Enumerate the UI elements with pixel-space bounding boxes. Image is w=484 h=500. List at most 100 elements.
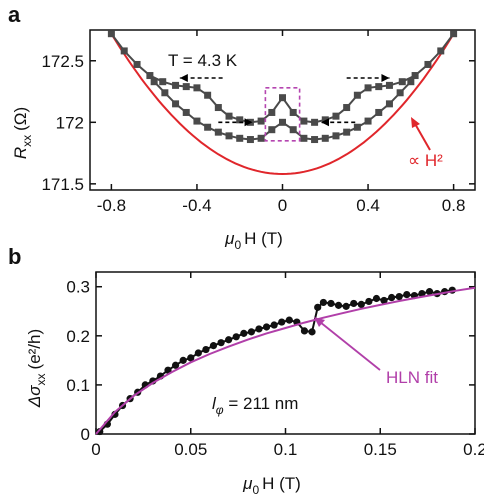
data-point [279,118,286,126]
data-point [262,323,271,331]
highlight-box [264,87,301,142]
panel-b-xlabel: μ0 H (T) [242,474,301,497]
data-point [364,117,372,125]
data-point [96,427,104,436]
x-tick-label: 0.15 [364,440,397,459]
panel-a-ylabel: Rxx (Ω) [11,107,34,159]
data-point [300,327,309,335]
svg-text:Δσxx(e²/h): Δσxx(e²/h) [25,329,48,408]
data-point [172,100,180,108]
data-point [289,108,297,116]
data-point [204,91,212,99]
data-point [278,318,286,326]
data-point [193,84,201,92]
data-point [343,104,351,112]
data-point [214,128,222,136]
sweep-arrow-head [321,118,329,127]
data-point [225,112,233,120]
data-point [353,91,361,99]
y-tick-label: 0 [81,425,90,444]
data-point [247,328,255,336]
data-point [425,288,434,296]
data-line-1 [110,33,455,124]
x-tick-label: 0.05 [174,440,207,459]
data-point [179,356,187,364]
sweep-arrow-head [244,118,253,127]
data-point [418,290,426,298]
temperature-label: T = 4.3 K [168,51,238,70]
hln-fit-curve [95,286,476,435]
phase-coherence-label: lφ = 211 nm [212,394,298,417]
data-point [375,83,383,91]
data-point [209,342,218,350]
panel-a-plot: -0.8 -0.4 0 0.4 0.8 171.5 172 172.5 [41,29,476,215]
data-point [240,329,248,337]
data-point [388,293,396,302]
sweep-arrow-head [381,74,390,82]
data-point [246,136,254,144]
y-tick-label: 172 [56,113,84,132]
data-point [332,132,340,140]
data-point [407,78,415,86]
data-point [353,123,361,131]
data-point [308,328,316,336]
data-point [171,361,180,369]
data-point [332,112,340,120]
data-point [202,345,210,354]
panel-b: b 0 0.05 0.1 0.15 0.2 0 0.1 0.2 0.3 HLN fit lφ =… [8,244,484,497]
x-tick-label: 0.2 [463,440,484,459]
data-point [194,349,202,357]
data-point [159,78,167,86]
y-tick-label: 0.3 [66,278,90,297]
data-point [375,108,383,116]
data-point [343,128,351,136]
data-point [311,118,319,126]
fit-curve-h2 [110,33,455,176]
data-point [285,316,293,324]
x-tick-label: 0.8 [442,196,466,215]
data-point [342,302,350,310]
data-point [321,116,329,124]
data-point [120,47,128,55]
panel-b-plot: 0 0.05 0.1 0.15 0.2 0 0.1 0.2 0.3 [66,271,484,459]
data-point [300,134,308,142]
ylabel-main: R [11,147,30,159]
data-point [172,81,180,89]
data-point [161,89,169,97]
data-point [268,108,276,116]
data-point [257,134,265,142]
data-point [300,117,308,125]
data-line-2 [153,81,412,141]
ylabel-sub: xx [20,135,34,147]
data-point [270,321,278,329]
data-point [365,297,373,306]
fit-label: ∝ H² [408,151,443,170]
data-point [424,60,432,68]
data-point [236,134,244,142]
sweep-arrow-head [179,74,188,82]
data-point [396,89,404,97]
x-tick-label: 0 [91,440,100,459]
data-point [385,100,393,108]
x-tick-label: 0.1 [274,440,298,459]
panel-a-xlabel: μ0 H (T) [224,229,283,252]
y-tick-label: 172.5 [41,52,84,71]
hln-pointer [319,321,381,371]
data-point [182,83,190,91]
panel-b-letter: b [8,244,21,269]
panel-a: a -0.8 -0.4 0 0.4 0.8 171.5 172 172.5 T = 4.3 K… [8,2,476,252]
data-point [255,325,263,333]
data-point [232,333,240,341]
data-point [289,126,297,134]
data-point [321,134,329,142]
data-point [411,72,419,80]
fit-pointer-head [411,117,420,128]
y-tick-label: 171.5 [41,175,84,194]
data-point [403,290,411,299]
data-point [187,354,195,362]
x-tick-label: 0 [278,196,287,215]
data-point [327,299,335,308]
data-point [334,301,343,309]
data-point [107,30,115,38]
x-tick-label: 0.4 [356,196,380,215]
